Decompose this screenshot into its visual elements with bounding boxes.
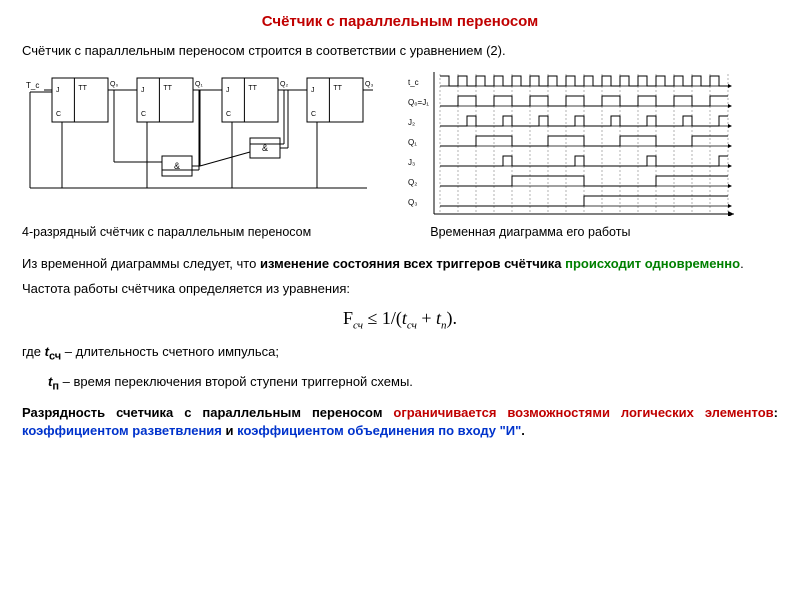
- svg-text:C: C: [141, 111, 146, 118]
- svg-text:Q₂: Q₂: [280, 81, 288, 88]
- svg-text:C: C: [311, 111, 316, 118]
- intro-paragraph: Счётчик с параллельным переносом строитс…: [22, 42, 778, 60]
- svg-text:J: J: [226, 87, 230, 94]
- svg-text:Q₀=J₁: Q₀=J₁: [408, 98, 429, 107]
- page-title: Счётчик с параллельным переносом: [22, 12, 778, 32]
- def2-txt: – время переключения второй ступени триг…: [59, 374, 413, 389]
- body3-and: и: [222, 423, 237, 438]
- body-paragraph-1: Из временной диаграммы следует, что изме…: [22, 255, 778, 273]
- body3-blue1: коэффициентом разветвления: [22, 423, 222, 438]
- svg-text:TT: TT: [248, 85, 257, 92]
- schematic-svg: T_cJCTTQ₀JCTTQ₁JCTTQ₂JCTTQ₃&&: [22, 68, 392, 198]
- def-line-1: где tсч – длительность счетного импульса…: [22, 343, 778, 364]
- body1-bold: изменение состояния всех триггеров счётч…: [260, 256, 565, 271]
- def-line-2: tп – время переключения второй ступени т…: [22, 373, 778, 394]
- svg-text:J₂: J₂: [408, 118, 415, 127]
- svg-text:Q₁: Q₁: [408, 138, 417, 147]
- svg-text:C: C: [226, 111, 231, 118]
- schematic-caption: 4-разрядный счётчик с параллельным перен…: [22, 224, 430, 241]
- captions-row: 4-разрядный счётчик с параллельным перен…: [22, 220, 778, 241]
- body3-mid: :: [774, 405, 778, 420]
- svg-text:J: J: [311, 87, 315, 94]
- svg-text:t_c: t_c: [408, 78, 419, 87]
- def1-sub: сч: [49, 351, 61, 363]
- schematic-figure: T_cJCTTQ₀JCTTQ₁JCTTQ₂JCTTQ₃&&: [22, 68, 392, 198]
- timing-svg: t_c Q₀=J₁ J₂ Q₁ J₃ Q₂ Q₃: [406, 68, 746, 216]
- body-paragraph-2: Частота работы счётчика определяется из …: [22, 280, 778, 298]
- body1-plain: Из временной диаграммы следует, что: [22, 256, 260, 271]
- figures-row: T_cJCTTQ₀JCTTQ₁JCTTQ₂JCTTQ₃&& t_cQ₀=J₁J₂…: [22, 68, 778, 216]
- svg-text:Q₂: Q₂: [408, 178, 417, 187]
- svg-text:C: C: [56, 111, 61, 118]
- svg-text:J: J: [141, 87, 145, 94]
- def2-sub: п: [52, 380, 59, 392]
- body3-tail: .: [521, 423, 525, 438]
- body-paragraph-3: Разрядность счетчика с параллельным пере…: [22, 404, 778, 439]
- body3-blue2: коэффициентом объединения по входу "И": [237, 423, 521, 438]
- timing-caption: Временная диаграмма его работы: [430, 224, 778, 241]
- svg-text:T_c: T_c: [26, 81, 39, 90]
- timing-figure: t_c Q₀=J₁ J₂ Q₁ J₃ Q₂ Q₃: [406, 68, 778, 216]
- body3-lead: Разрядность счетчика с параллельным пере…: [22, 405, 393, 420]
- svg-text:Q₁: Q₁: [195, 81, 203, 88]
- def1-pre: где: [22, 344, 45, 359]
- formula: Fсч ≤ 1/(tсч + tп).: [22, 306, 778, 333]
- svg-text:J₃: J₃: [408, 158, 415, 167]
- svg-text:TT: TT: [78, 85, 87, 92]
- svg-text:TT: TT: [163, 85, 172, 92]
- svg-text:Q₃: Q₃: [365, 81, 373, 88]
- body1-tail: .: [740, 256, 744, 271]
- svg-text:Q₀: Q₀: [110, 81, 118, 88]
- body3-red: ограничивается возможностями логических …: [393, 405, 773, 420]
- svg-text:J: J: [56, 87, 60, 94]
- def1-txt: – длительность счетного импульса;: [61, 344, 279, 359]
- body1-green: происходит одновременно: [565, 256, 740, 271]
- svg-text:Q₃: Q₃: [408, 198, 417, 207]
- svg-text:TT: TT: [333, 85, 342, 92]
